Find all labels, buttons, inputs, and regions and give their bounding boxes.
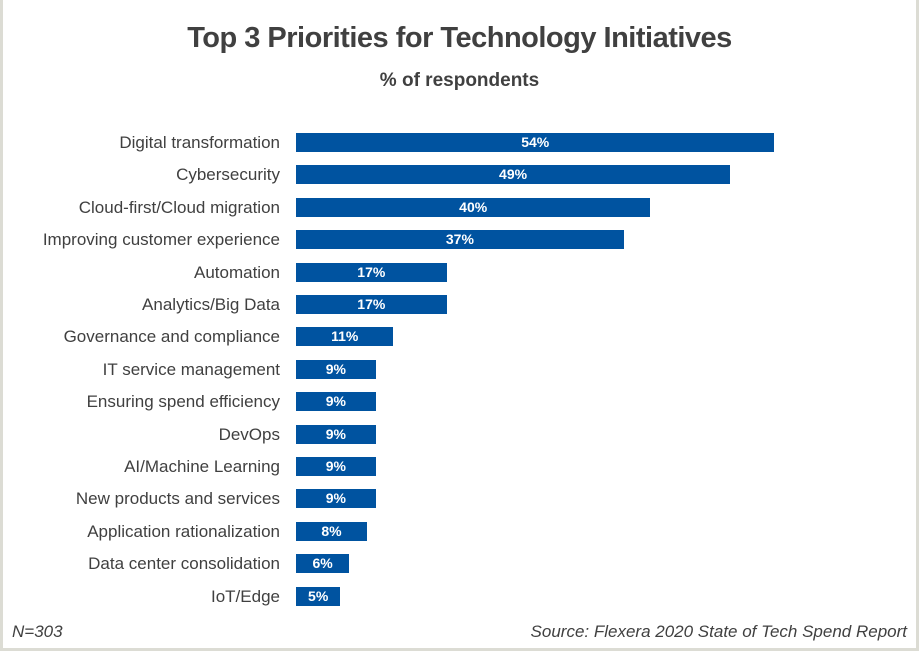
category-label: New products and services — [75, 489, 280, 509]
data-label: 17% — [357, 263, 386, 280]
category-label: Automation — [194, 262, 280, 282]
bar — [296, 133, 775, 152]
bar — [296, 392, 376, 412]
data-label: 17% — [357, 296, 386, 312]
category-label: DevOps — [218, 424, 280, 444]
bar — [296, 521, 367, 541]
category-label: IoT/Edge — [211, 586, 280, 606]
category-label: AI/Machine Learning — [124, 457, 280, 476]
data-label: 9% — [325, 490, 346, 507]
category-label: Cybersecurity — [176, 165, 280, 185]
category-label: Analytics/Big Data — [142, 295, 280, 314]
chart-subtitle: % of respondents — [379, 70, 540, 91]
bar — [296, 165, 731, 185]
bar — [296, 424, 376, 444]
source-note: Source: Flexera 2020 State of Tech Spend… — [530, 622, 907, 641]
category-label: Improving customer experience — [42, 230, 280, 250]
data-label: 5% — [308, 587, 329, 604]
chart-title: Top 3 Priorities for Technology Initiati… — [187, 22, 732, 54]
bar — [296, 197, 651, 217]
category-label: Governance and compliance — [63, 327, 280, 347]
data-label: 11% — [331, 328, 359, 345]
data-label: 54% — [521, 134, 550, 150]
data-label: 37% — [445, 231, 474, 248]
sample-size-note: N=303 — [12, 622, 63, 641]
category-label: Cloud-first/Cloud migration — [78, 197, 280, 217]
category-label: Application rationalization — [87, 521, 280, 541]
data-label: 9% — [325, 458, 346, 474]
bar — [296, 359, 376, 379]
category-label: Data center consolidation — [88, 554, 280, 574]
bar — [296, 489, 376, 509]
category-label: Ensuring spend efficiency — [86, 392, 280, 412]
bar — [296, 586, 341, 606]
data-label: 6% — [312, 555, 333, 572]
data-label: 9% — [325, 393, 346, 410]
bar — [296, 295, 447, 314]
bar — [296, 230, 624, 250]
bar — [296, 262, 447, 282]
bar — [296, 554, 350, 574]
data-label: 40% — [459, 198, 488, 215]
bar — [296, 327, 394, 347]
category-label: IT service management — [102, 359, 280, 379]
data-label: 49% — [499, 166, 528, 183]
bar — [296, 457, 376, 476]
data-label: 8% — [321, 522, 342, 539]
data-label: 9% — [325, 360, 346, 377]
category-label: Digital transformation — [119, 133, 280, 152]
data-label: 9% — [325, 425, 346, 442]
